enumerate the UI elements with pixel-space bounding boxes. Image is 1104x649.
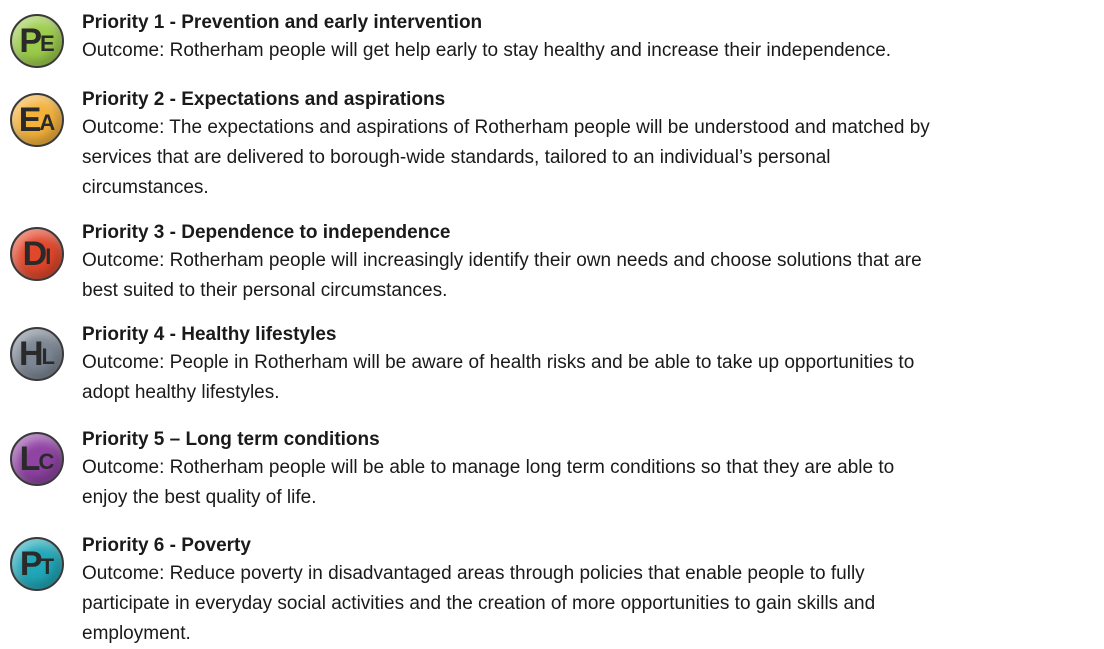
icon-letter: C [38,449,55,474]
outcome-line: circumstances. [82,177,209,198]
outcome-line: Outcome: Rotherham people will get help … [82,40,892,61]
icon-letter: L [41,344,55,369]
icon-letter: P [19,544,43,583]
priority-title: Priority 4 - Healthy lifestyles [82,324,337,345]
icon-letter: H [18,334,44,373]
priority-title: Priority 5 – Long term conditions [82,429,380,450]
priority-text: Priority 6 - Poverty Outcome: Reduce pove… [82,533,875,649]
priority-title: Priority 1 - Prevention and early interv… [82,12,483,33]
icon-letter: E [18,100,42,139]
icon-letter: E [40,31,55,56]
icon-letter: A [39,110,56,135]
priority-title: Priority 6 - Poverty [82,535,251,556]
outcome-line: services that are delivered to borough-w… [82,147,831,168]
icon-letter: L [19,439,41,478]
priority-text: Priority 1 - Prevention and early interv… [82,10,891,66]
priority-title: Priority 3 - Dependence to independence [82,222,451,243]
priority-text: Priority 4 - Healthy lifestyles Outcome: … [82,322,914,408]
outcome-line: Outcome: People in Rotherham will be awa… [82,352,915,373]
outcome-line: best suited to their personal circumstan… [82,280,448,301]
outcome-line: participate in everyday social activitie… [82,593,876,614]
priority-text: Priority 5 – Long term conditions Outcome… [82,427,894,513]
outcome-line: employment. [82,623,191,644]
priority-text: Priority 3 - Dependence to independence O… [82,220,922,306]
outcome-line: adopt healthy lifestyles. [82,382,280,403]
priority-text: Priority 2 - Expectations and aspiration… [82,87,930,203]
outcome-line: Outcome: Reduce poverty in disadvantaged… [82,563,865,584]
icon-letter: P [19,21,42,60]
icon-letter: I [45,244,52,269]
outcome-line: Outcome: The expectations and aspiration… [82,117,930,138]
priority-title: Priority 2 - Expectations and aspiration… [82,89,446,110]
outcome-line: Outcome: Rotherham people will increasin… [82,250,922,271]
icon-letter: D [22,234,48,273]
outcome-line: Outcome: Rotherham people will be able t… [82,457,895,478]
icon-letter: T [40,554,55,579]
outcome-line: enjoy the best quality of life. [82,487,317,508]
